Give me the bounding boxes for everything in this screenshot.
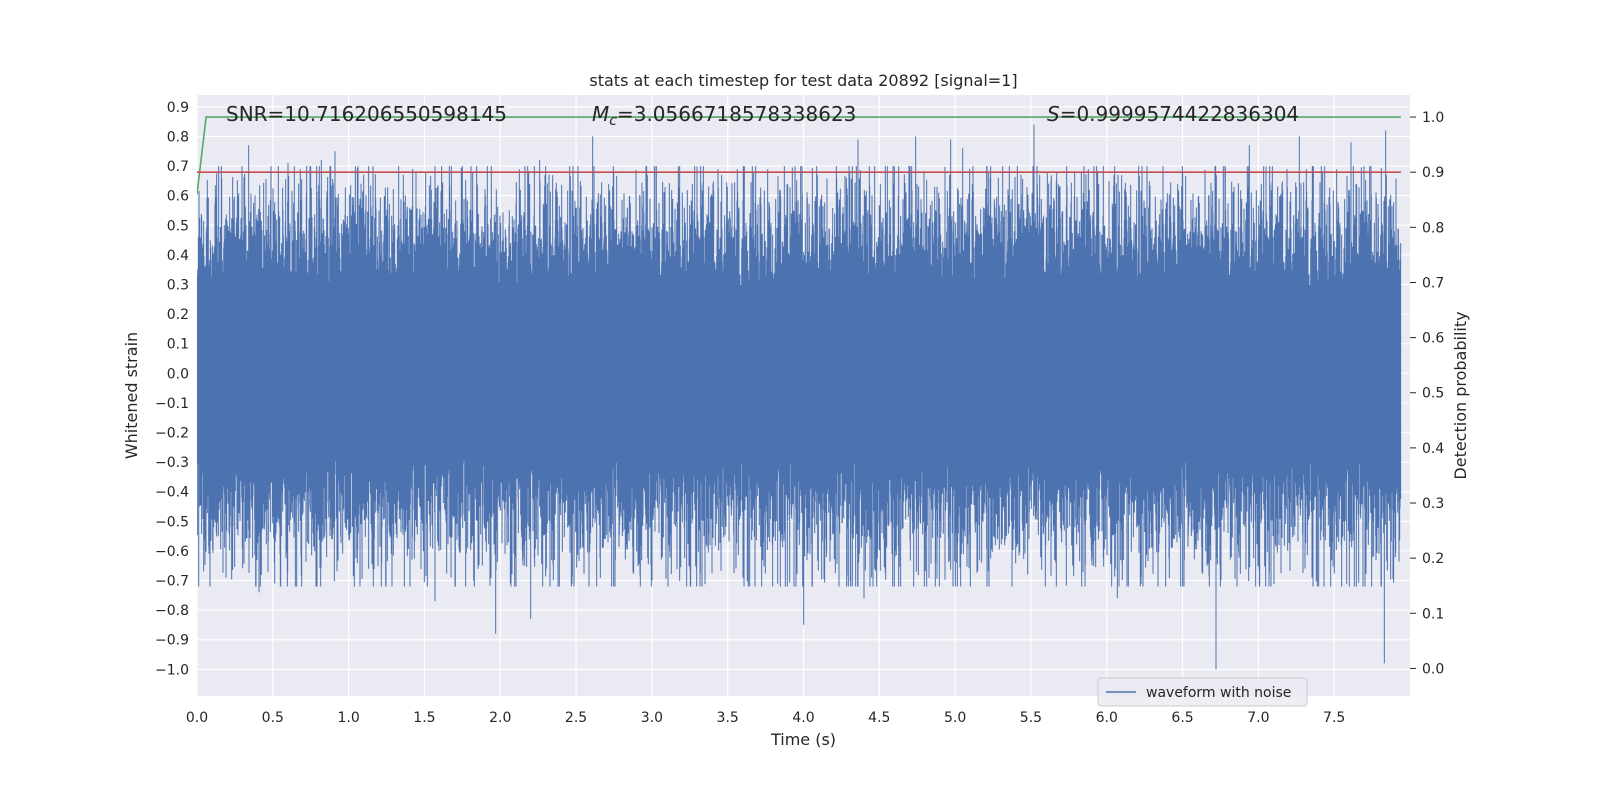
x-tick-label: 6.5 bbox=[1171, 710, 1193, 726]
x-tick-label: 2.0 bbox=[489, 710, 511, 726]
y-tick-label: −0.5 bbox=[155, 514, 189, 530]
y2-tick-label: 0.5 bbox=[1422, 386, 1444, 402]
x-tick-label: 7.5 bbox=[1323, 710, 1345, 726]
y-tick-label: 0.5 bbox=[167, 218, 189, 234]
y2-tick-label: 0.1 bbox=[1422, 606, 1444, 622]
annotations: SNR=10.716206550598145 Mc=3.056671857833… bbox=[226, 102, 1299, 129]
y2-tick-label: 0.3 bbox=[1422, 496, 1444, 512]
y2-tick-label: 0.8 bbox=[1422, 220, 1444, 236]
x-tick-label: 3.5 bbox=[717, 710, 739, 726]
y-tick-label: −0.6 bbox=[155, 544, 189, 560]
x-tick-label: 3.0 bbox=[641, 710, 663, 726]
y-tick-label: 0.0 bbox=[167, 366, 189, 382]
y-tick-label: −0.4 bbox=[155, 485, 189, 501]
mc-symbol: M bbox=[592, 102, 609, 126]
y-tick-label: 0.6 bbox=[167, 189, 189, 205]
waveform-with-noise-line bbox=[197, 124, 1402, 670]
x-tick-label: 0.0 bbox=[186, 710, 208, 726]
x-tick-label: 4.5 bbox=[868, 710, 890, 726]
y-tick-label: −0.7 bbox=[155, 574, 189, 590]
y-tick-label: −0.3 bbox=[155, 455, 189, 471]
y-tick-label: 0.7 bbox=[167, 159, 189, 175]
x-tick-label: 4.0 bbox=[792, 710, 814, 726]
y-tick-label: 0.9 bbox=[167, 100, 189, 116]
x-tick-label: 5.5 bbox=[1020, 710, 1042, 726]
x-tick-label: 7.0 bbox=[1247, 710, 1269, 726]
score-annotation: S=0.9999574422836304 bbox=[1047, 102, 1299, 126]
y-tick-label: −0.9 bbox=[155, 633, 189, 649]
x-axis-label: Time (s) bbox=[770, 730, 836, 749]
detection-probability-line bbox=[197, 116, 1401, 195]
plot-series bbox=[197, 116, 1402, 670]
snr-annotation: SNR=10.716206550598145 bbox=[226, 102, 507, 126]
mc-value: =3.0566718578338623 bbox=[617, 102, 856, 126]
y2-tick-label: 1.0 bbox=[1422, 110, 1444, 126]
x-tick-label: 1.0 bbox=[337, 710, 359, 726]
chirp-mass-annotation: Mc=3.0566718578338623 bbox=[592, 102, 856, 129]
s-symbol: S bbox=[1047, 102, 1060, 126]
y2-tick-label: 0.9 bbox=[1422, 165, 1444, 181]
x-tick-label: 5.0 bbox=[944, 710, 966, 726]
chart-title: stats at each timestep for test data 208… bbox=[589, 71, 1017, 90]
x-tick-label: 1.5 bbox=[413, 710, 435, 726]
y-tick-label: 0.1 bbox=[167, 337, 189, 353]
y2-tick-label: 0.0 bbox=[1422, 661, 1444, 677]
y-tick-label: −1.0 bbox=[155, 662, 189, 678]
y2-axis-label: Detection probability bbox=[1451, 311, 1470, 479]
y-axis-label: Whitened strain bbox=[122, 332, 141, 459]
tick-labels: 0.0 0.5 1.0 1.5 2.0 2.5 3.0 3.5 4.0 4.5 5.0 5.5 6.0 6… bbox=[155, 100, 1444, 726]
legend-box bbox=[1097, 677, 1308, 707]
mc-subscript: c bbox=[609, 113, 617, 129]
s-value: =0.9999574422836304 bbox=[1060, 102, 1299, 126]
y-tick-label: 0.3 bbox=[167, 277, 189, 293]
x-tick-label: 2.5 bbox=[565, 710, 587, 726]
legend: waveform with noise bbox=[1097, 677, 1308, 707]
x-tick-label: 6.0 bbox=[1096, 710, 1118, 726]
y-tick-label: 0.4 bbox=[167, 248, 189, 264]
y-tick-label: −0.8 bbox=[155, 603, 189, 619]
y-tick-label: 0.8 bbox=[167, 129, 189, 145]
y2-tick-label: 0.4 bbox=[1422, 441, 1444, 457]
y2-tick-label: 0.7 bbox=[1422, 275, 1444, 291]
y2-tick-label: 0.6 bbox=[1422, 331, 1444, 347]
y-tick-label: 0.2 bbox=[167, 307, 189, 323]
legend-label-waveform: waveform with noise bbox=[1146, 685, 1291, 701]
y-tick-label: −0.2 bbox=[155, 426, 189, 442]
y2-tick-label: 0.2 bbox=[1422, 551, 1444, 567]
y-tick-label: −0.1 bbox=[155, 396, 189, 412]
x-tick-label: 0.5 bbox=[262, 710, 284, 726]
